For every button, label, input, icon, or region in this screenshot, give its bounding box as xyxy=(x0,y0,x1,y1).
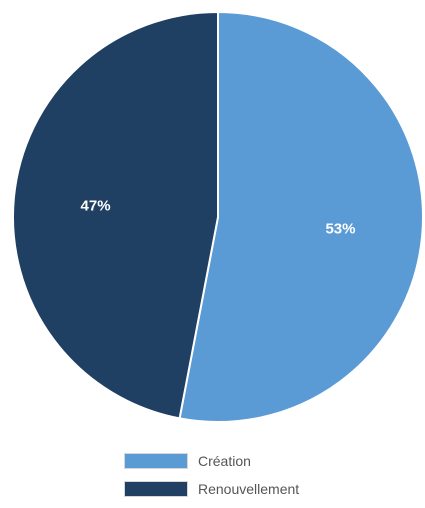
legend-swatch-renouvellement xyxy=(124,481,188,497)
slice-creation[interactable] xyxy=(178,10,424,423)
legend-item-creation[interactable]: Création xyxy=(124,452,299,470)
legend-label-creation: Création xyxy=(198,453,251,469)
slice-label-renouvellement: 47% xyxy=(81,197,111,214)
slice-label-creation: 53% xyxy=(325,221,355,238)
legend-swatch-creation xyxy=(124,453,188,469)
pie-chart: 53% 47% xyxy=(12,10,424,423)
legend-item-renouvellement[interactable]: Renouvellement xyxy=(124,480,299,498)
legend: Création Renouvellement xyxy=(124,452,299,508)
legend-label-renouvellement: Renouvellement xyxy=(198,481,300,497)
slice-renouvellement[interactable] xyxy=(12,10,219,420)
